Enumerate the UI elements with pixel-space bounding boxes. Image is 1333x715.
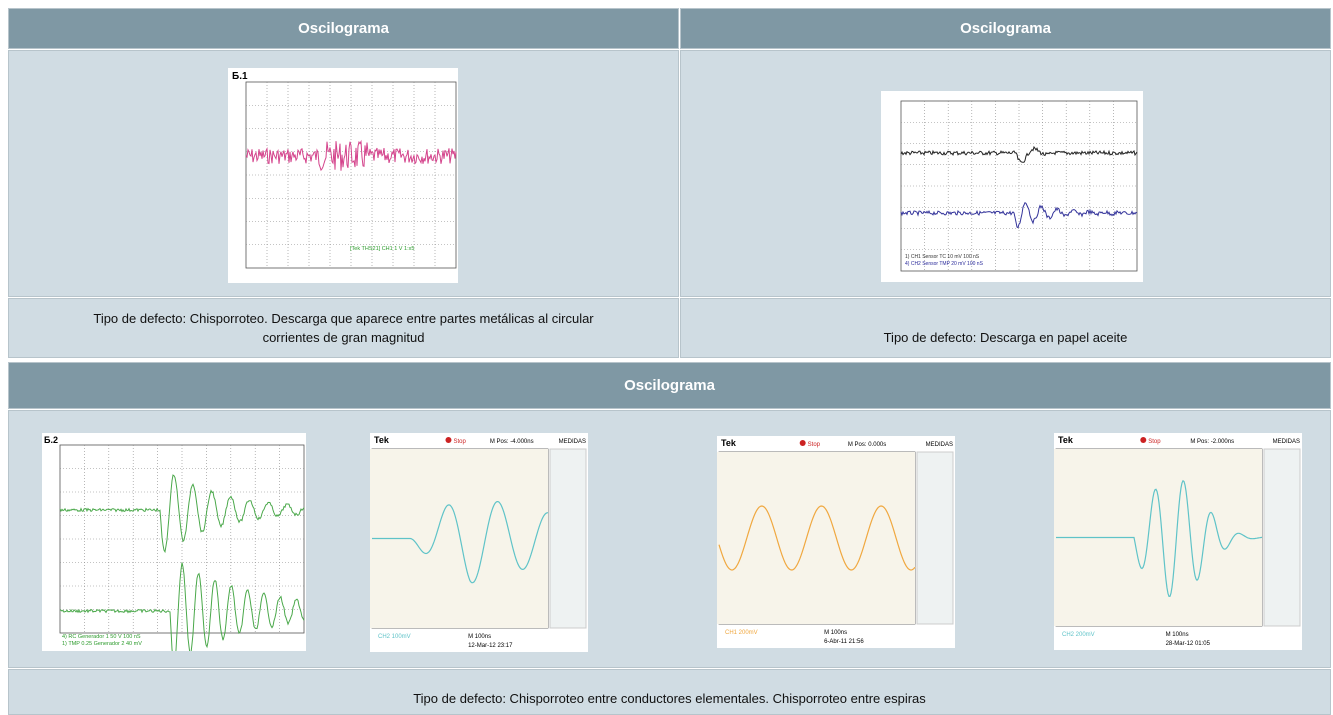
oscillogram: 1) CH1 Sensor TC 10 mV 100 nS 4) CH2 Sen… [881, 91, 1143, 282]
oscillogram: Tek Stop M Pos: 0.000s MEDIDAS CH1 200mV M 10… [717, 436, 955, 648]
oscillogram: Б.2 4) RC Generador 1 50 V 100 nS 1) TMP… [42, 433, 306, 651]
scope-scale: CH1 200mV [725, 630, 758, 636]
stop-dot [1140, 437, 1146, 443]
image-legend: 4) RC Generador 1 50 V 100 nS [62, 634, 141, 640]
caption: Tipo de defecto: Descarga en papel aceit… [680, 298, 1331, 358]
scope-scale: CH2 200mV [1062, 632, 1095, 638]
oscillogram: Tek Stop M Pos: -2.000ns MEDIDAS CH2 200mV M … [1054, 433, 1302, 650]
header: Oscilograma [8, 362, 1331, 409]
page: Oscilograma Oscilograma Tipo de defecto:… [0, 0, 1333, 715]
header: Oscilograma [8, 8, 679, 49]
image-legend: [Tek THS21] CH1 1 V 1:x5 [350, 246, 414, 252]
scope-brand: Tek [374, 435, 390, 445]
scope-time: M 100ns [468, 634, 491, 640]
oscillogram: Б.1 [Tek THS21] CH1 1 V 1:x5 [228, 68, 458, 283]
scope-menu: MEDIDAS [926, 442, 953, 448]
side-panel [917, 452, 953, 624]
scope-brand: Tek [721, 438, 737, 448]
image-legend: 4) CH2 Sensor TMP 20 mV 100 nS [905, 261, 984, 267]
scope-date: 6-Abr-11 21:56 [824, 639, 864, 645]
caption: Tipo de defecto: Chisporroteo. Descarga … [84, 309, 604, 347]
caption: Tipo de defecto: Chisporroteo entre cond… [8, 669, 1331, 715]
scope-time: M 100ns [824, 630, 847, 636]
header: Oscilograma [680, 8, 1331, 49]
trace [60, 475, 304, 552]
scope-state: Stop [808, 442, 821, 448]
side-panel [1264, 449, 1300, 626]
caption-cell: Tipo de defecto: Chisporroteo. Descarga … [8, 298, 679, 358]
stop-dot [800, 440, 806, 446]
stop-dot [445, 437, 451, 443]
grid [246, 82, 456, 268]
oscillogram: Tek Stop M Pos: -4.000ns MEDIDAS CH2 100mV M … [370, 433, 588, 652]
scope-position: M Pos: -4.000ns [490, 439, 534, 445]
scope-menu: MEDIDAS [1273, 439, 1300, 445]
side-panel [550, 449, 586, 628]
image-legend: 1) TMP 0.25 Generador 2 40 mV [62, 641, 142, 647]
scope-position: M Pos: 0.000s [848, 442, 886, 448]
scope-scale: CH2 100mV [378, 634, 411, 640]
scope-state: Stop [453, 439, 466, 445]
image-label: Б.1 [232, 71, 248, 82]
scope-time: M 100ns [1166, 632, 1189, 638]
scope-date: 12-Mar-12 23:17 [468, 643, 513, 649]
scope-state: Stop [1148, 439, 1161, 445]
scope-date: 28-Mar-12 01:05 [1166, 641, 1211, 647]
scope-brand: Tek [1058, 435, 1074, 445]
grid [901, 101, 1137, 271]
image-legend: 1) CH1 Sensor TC 10 mV 100 nS [905, 254, 980, 260]
image-label: Б.2 [44, 435, 58, 445]
scope-menu: MEDIDAS [559, 439, 586, 445]
scope-position: M Pos: -2.000ns [1190, 439, 1234, 445]
